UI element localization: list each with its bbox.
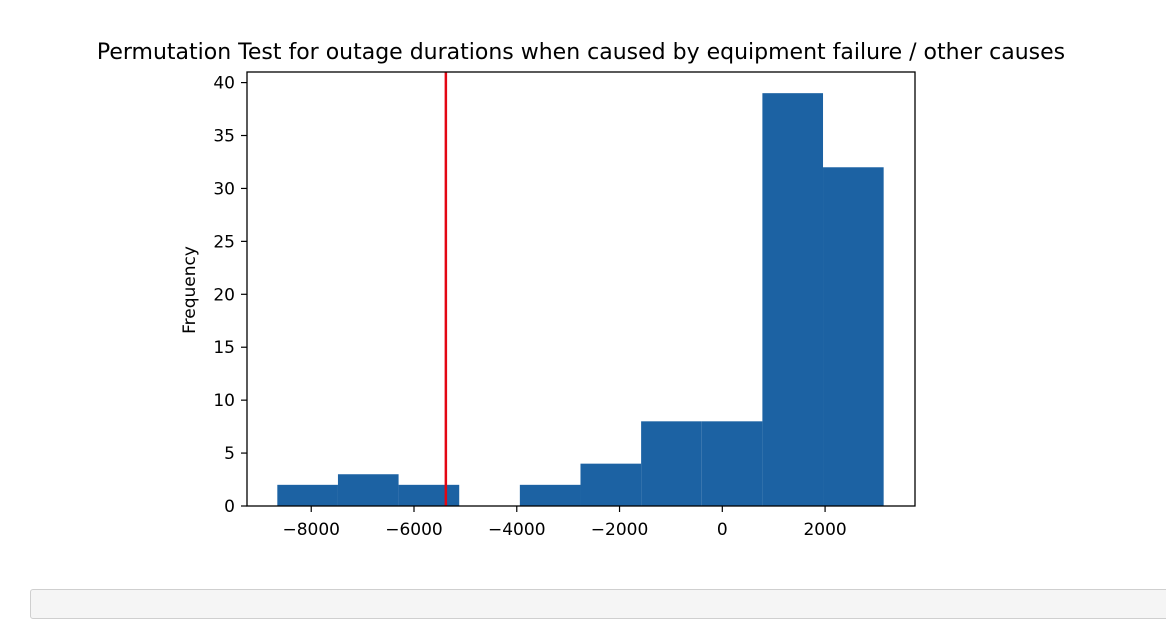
histogram-chart: Permutation Test for outage durations wh… — [97, 40, 1065, 540]
chart-title: Permutation Test for outage durations wh… — [97, 40, 1065, 65]
histogram-bar — [519, 484, 581, 506]
histogram-bar — [580, 463, 642, 506]
bars-layer — [277, 93, 884, 507]
y-axis-label: Frequency — [180, 246, 200, 334]
x-axis: −8000 −6000 −4000 −2000 0 2000 — [282, 506, 847, 540]
histogram-bar — [398, 484, 460, 506]
plot-frame — [246, 71, 916, 507]
y-tick-label: 15 — [213, 338, 235, 358]
y-tick-label: 40 — [213, 74, 235, 94]
x-tick-label: −8000 — [282, 520, 340, 540]
y-tick-label: 10 — [213, 391, 235, 411]
x-tick-label: −2000 — [591, 520, 649, 540]
y-tick-label: 0 — [224, 497, 235, 517]
y-tick-label: 30 — [213, 179, 235, 199]
y-tick-label: 5 — [224, 444, 235, 464]
y-tick-label: 25 — [213, 232, 235, 252]
x-tick-label: 0 — [717, 520, 728, 540]
y-tick-label: 35 — [213, 127, 235, 147]
chart-container: Permutation Test for outage durations wh… — [97, 40, 1065, 540]
histogram-bar — [277, 484, 338, 506]
histogram-bar — [641, 421, 702, 506]
x-tick-label: −6000 — [385, 520, 443, 540]
histogram-bar — [337, 474, 399, 506]
y-tick-label: 20 — [213, 285, 235, 305]
x-tick-label: 2000 — [803, 520, 846, 540]
histogram-bar — [762, 93, 824, 507]
histogram-bar — [823, 167, 884, 506]
next-notebook-cell[interactable] — [30, 589, 1166, 619]
histogram-bar — [701, 421, 763, 506]
x-tick-label: −4000 — [488, 520, 546, 540]
y-axis: 0 5 10 15 20 25 30 35 40 — [213, 74, 247, 517]
